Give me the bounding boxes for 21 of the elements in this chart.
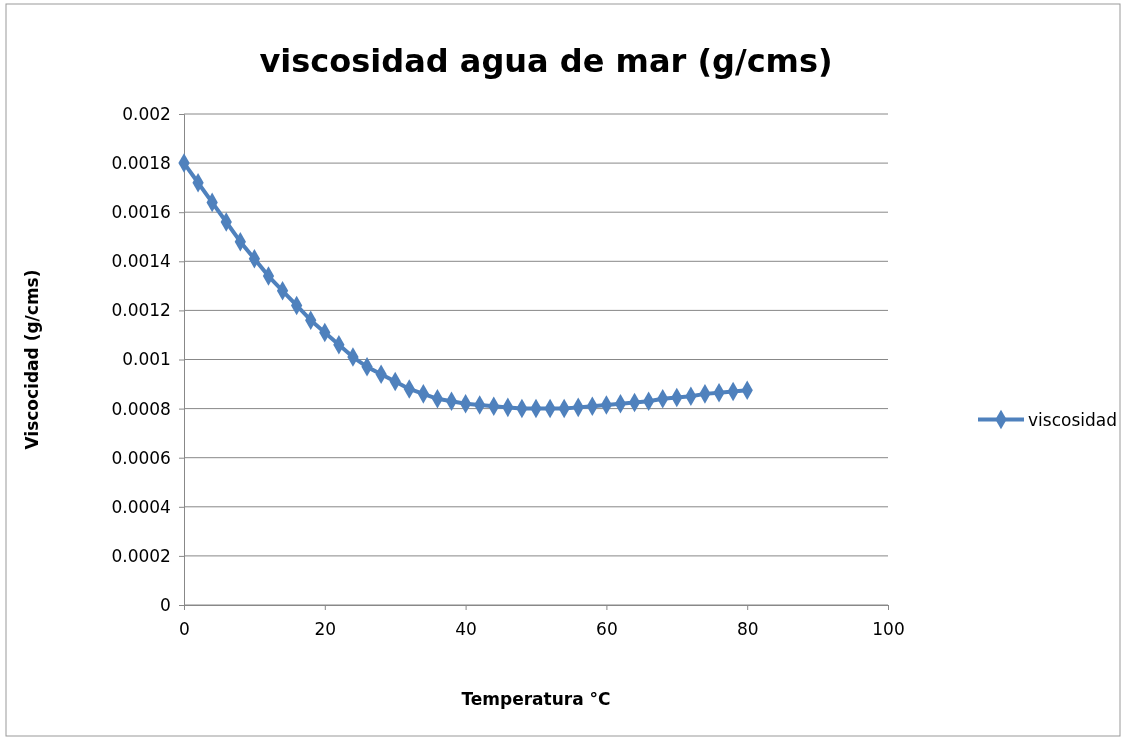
legend-label: viscosidad [1028,409,1117,430]
y-tick-label: 0.0012 [111,300,171,321]
x-tick-label: 40 [455,619,477,640]
x-tick-label: 80 [736,619,759,640]
y-tick-label: 0.0004 [111,496,171,517]
y-tick-label: 0.0002 [111,545,171,566]
y-tick-label: 0.001 [122,349,171,370]
x-tick-label: 20 [314,619,337,640]
y-axis-title: Viscocidad (g/cms) [22,269,42,450]
y-tick-label: 0 [160,594,171,615]
x-axis-title: Temperatura °C [461,689,611,709]
y-tick-label: 0.0014 [111,251,171,272]
x-tick-label: 60 [596,619,618,640]
x-tick-label: 100 [872,619,905,640]
y-tick-label: 0.0018 [111,153,171,174]
x-tick-label: 0 [179,619,190,640]
y-tick-label: 0.0006 [111,447,171,468]
y-tick-label: 0.0008 [111,398,171,419]
y-tick-label: 0.002 [122,103,171,124]
y-tick-label: 0.0016 [111,202,171,223]
chart-title: viscosidad agua de mar (g/cms) [259,42,833,80]
